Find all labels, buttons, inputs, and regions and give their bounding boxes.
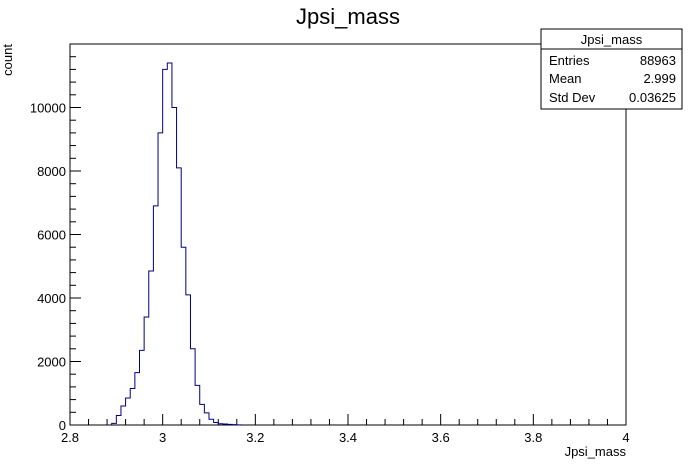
stats-mean-label: Mean	[549, 71, 582, 86]
stats-entries-value: 88963	[640, 53, 676, 68]
chart-title: Jpsi_mass	[296, 4, 400, 29]
y-tick-label: 4000	[37, 291, 66, 306]
y-axis-title: count	[0, 44, 15, 76]
stats-mean-value: 2.999	[643, 71, 676, 86]
stats-stddev-value: 0.03625	[629, 90, 676, 105]
stats-box: Jpsi_mass Entries 88963 Mean 2.999 Std D…	[540, 28, 683, 110]
y-tick-label: 6000	[37, 228, 66, 243]
x-tick-label: 3.6	[432, 430, 450, 445]
x-tick-label: 3.8	[524, 430, 542, 445]
axis-ticks	[69, 43, 627, 426]
x-tick-label: 3.2	[246, 430, 264, 445]
x-tick-label: 3	[159, 430, 166, 445]
x-tick-label: 2.8	[61, 430, 79, 445]
histogram-line	[111, 62, 242, 426]
y-tick-label: 8000	[37, 164, 66, 179]
stats-box-border	[540, 28, 683, 110]
axis-tick-labels: 2.8 3 3.2 3.4 3.6 3.8 4 0 2000 4000 6000 8000 10000	[30, 101, 630, 446]
y-tick-label: 10000	[30, 101, 66, 116]
stats-box-title: Jpsi_mass	[581, 32, 643, 47]
x-tick-label: 3.4	[339, 430, 357, 445]
y-tick-label: 0	[59, 418, 66, 433]
x-tick-label: 4	[622, 430, 629, 445]
stats-entries-label: Entries	[549, 53, 590, 68]
y-tick-label: 2000	[37, 355, 66, 370]
x-axis-title: Jpsi_mass	[565, 444, 627, 459]
stats-stddev-label: Std Dev	[549, 90, 596, 105]
